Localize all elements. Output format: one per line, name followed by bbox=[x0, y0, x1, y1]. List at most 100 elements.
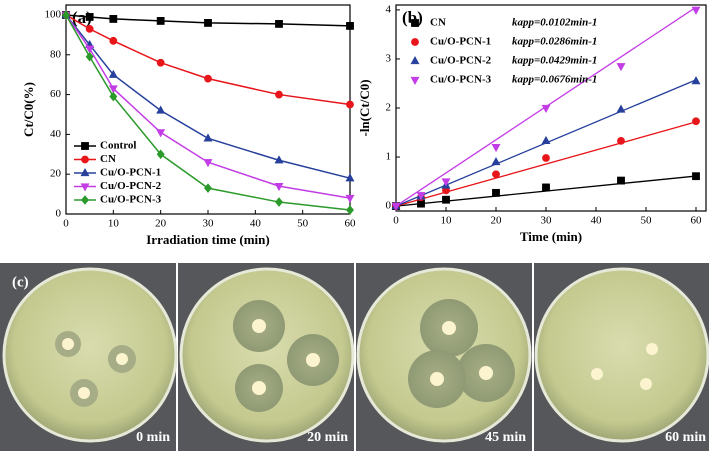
photo-panel: (c) 0 min 20 min 45 min 60 min bbox=[0, 263, 709, 451]
y-tick-label: 0 bbox=[386, 200, 392, 212]
legend-label: Cu/O-PCN-3 bbox=[430, 74, 492, 86]
marker bbox=[541, 104, 551, 113]
marker bbox=[85, 24, 94, 33]
x-tick-label: 10 bbox=[108, 218, 120, 230]
marker bbox=[108, 69, 118, 78]
marker bbox=[275, 197, 283, 207]
x-axis-title: Irradiation time (min) bbox=[146, 232, 269, 247]
x-tick-label: 30 bbox=[541, 215, 553, 227]
legend-marker bbox=[80, 183, 90, 192]
legend-label: Cu/O-PCN-1 bbox=[100, 167, 161, 179]
marker bbox=[109, 91, 118, 102]
marker bbox=[108, 85, 118, 94]
marker bbox=[345, 173, 355, 182]
marker bbox=[616, 104, 626, 113]
legend-marker bbox=[410, 76, 420, 85]
legend-marker bbox=[411, 19, 419, 27]
y-tick-label: 20 bbox=[50, 168, 62, 180]
y-tick-label: 2 bbox=[386, 102, 392, 114]
y-tick-label: 0 bbox=[56, 208, 62, 220]
fit-label: kapp=0.0429min-1 bbox=[512, 55, 597, 67]
marker bbox=[85, 51, 94, 62]
marker bbox=[542, 154, 550, 162]
marker bbox=[204, 19, 212, 27]
photo bbox=[0, 263, 178, 451]
x-tick-label: 50 bbox=[641, 215, 653, 227]
marker bbox=[542, 183, 550, 192]
marker bbox=[85, 45, 95, 54]
marker bbox=[441, 178, 451, 187]
marker bbox=[275, 90, 283, 99]
marker bbox=[85, 13, 94, 21]
marker bbox=[346, 100, 354, 109]
marker bbox=[204, 183, 212, 193]
y-tick-label: 100 bbox=[45, 8, 62, 20]
fit-label: kapp=0.0102min-1 bbox=[512, 17, 597, 29]
marker bbox=[492, 170, 500, 179]
x-tick-label: 0 bbox=[393, 215, 399, 227]
x-tick-label: 30 bbox=[203, 218, 215, 230]
photo bbox=[178, 263, 355, 451]
marker bbox=[204, 74, 212, 83]
y-tick-label: 80 bbox=[50, 48, 62, 60]
marker bbox=[346, 205, 354, 215]
legend-marker bbox=[81, 142, 89, 150]
x-tick-label: 50 bbox=[297, 218, 309, 230]
legend-label: Cu/O-PCN-1 bbox=[430, 36, 491, 48]
legend-label: CN bbox=[100, 153, 116, 165]
x-tick-label: 10 bbox=[441, 215, 453, 227]
legend-label: Cu/O-PCN-2 bbox=[430, 55, 492, 67]
photo-caption: 60 min bbox=[665, 430, 706, 445]
x-tick-label: 20 bbox=[491, 215, 503, 227]
legend-marker bbox=[411, 38, 419, 46]
x-tick-label: 20 bbox=[155, 218, 167, 230]
legend-label: Control bbox=[100, 140, 136, 152]
marker bbox=[345, 194, 355, 204]
x-tick-label: 0 bbox=[63, 218, 69, 230]
marker bbox=[274, 182, 284, 192]
marker bbox=[203, 159, 213, 168]
marker bbox=[391, 202, 401, 212]
marker bbox=[156, 129, 166, 138]
y-axis-title: -ln(Ct/C0) bbox=[357, 79, 372, 136]
marker bbox=[62, 10, 70, 20]
legend-marker bbox=[81, 195, 89, 205]
marker bbox=[156, 17, 165, 25]
marker bbox=[692, 117, 700, 126]
legend-marker bbox=[410, 56, 420, 65]
marker bbox=[491, 144, 501, 153]
marker bbox=[692, 172, 700, 181]
fit-label: kapp=0.0676min-1 bbox=[512, 74, 597, 86]
x-axis-title: Time (min) bbox=[520, 229, 582, 244]
x-tick-label: 40 bbox=[250, 218, 262, 230]
photo-caption: 20 min bbox=[307, 430, 348, 445]
marker bbox=[275, 20, 283, 28]
marker bbox=[156, 149, 165, 160]
marker bbox=[156, 58, 165, 67]
y-tick-label: 60 bbox=[50, 88, 62, 100]
y-tick-label: 40 bbox=[50, 128, 62, 140]
y-tick-label: 1 bbox=[386, 151, 392, 163]
legend-label: CN bbox=[430, 17, 446, 29]
marker bbox=[416, 192, 426, 201]
marker bbox=[691, 76, 701, 85]
marker bbox=[541, 135, 551, 145]
legend-label: Cu/O-PCN-3 bbox=[100, 194, 162, 206]
series-line bbox=[65, 14, 351, 106]
photo-caption: 0 min bbox=[136, 430, 170, 445]
photo bbox=[356, 263, 532, 451]
marker bbox=[109, 36, 118, 45]
legend-label: Cu/O-PCN-2 bbox=[100, 180, 162, 192]
x-tick-label: 60 bbox=[691, 215, 703, 227]
x-tick-label: 60 bbox=[345, 218, 357, 230]
marker bbox=[442, 195, 450, 204]
y-tick-label: 4 bbox=[386, 3, 392, 15]
fit-line bbox=[395, 121, 697, 207]
photo-caption: 45 min bbox=[485, 430, 526, 445]
marker bbox=[156, 105, 166, 114]
marker bbox=[346, 21, 354, 30]
y-tick-label: 3 bbox=[386, 52, 392, 64]
photo bbox=[534, 263, 709, 451]
